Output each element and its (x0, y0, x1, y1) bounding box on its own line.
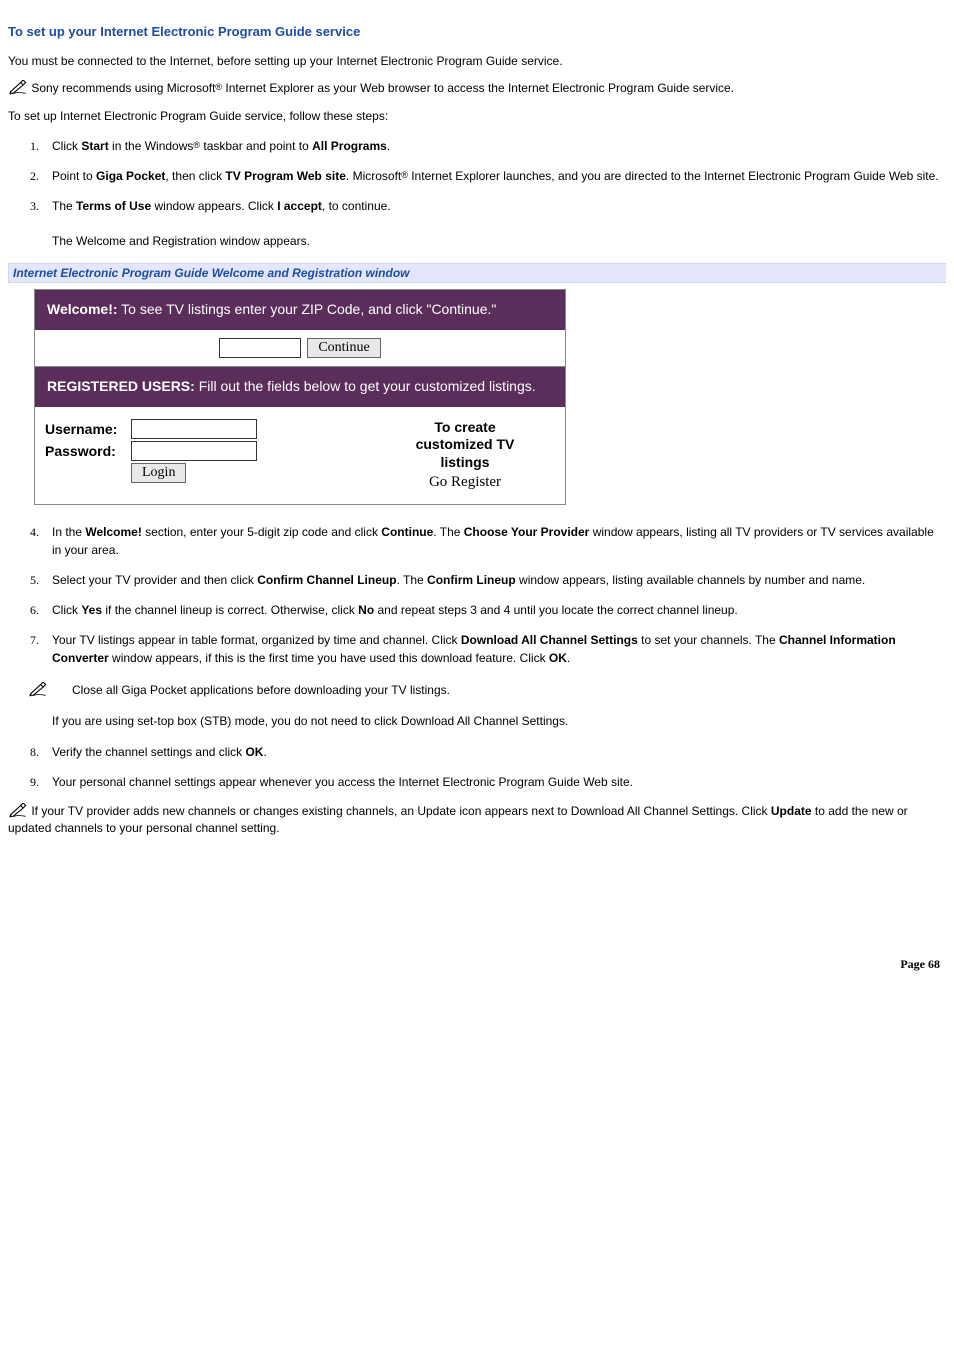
step-4: 4. In the Welcome! section, enter your 5… (52, 523, 946, 559)
username-input[interactable] (131, 419, 257, 439)
steps-list: 1. Click Start in the Windows® taskbar a… (8, 137, 946, 250)
step-5: 5. Select your TV provider and then clic… (52, 571, 946, 589)
step-2: 2. Point to Giga Pocket, then click TV P… (52, 167, 946, 185)
password-input[interactable] (131, 441, 257, 461)
password-label: Password: (45, 443, 131, 459)
note-2b: If you are using set-top box (STB) mode,… (52, 713, 946, 730)
login-form: Username: Password: Login (45, 417, 375, 492)
steps-lead: To set up Internet Electronic Program Gu… (8, 108, 946, 125)
zip-row: Continue (35, 330, 565, 367)
step-3-sub: The Welcome and Registration window appe… (52, 233, 946, 250)
step-3: 3. The Terms of Use window appears. Clic… (52, 197, 946, 250)
pencil-icon (8, 80, 28, 97)
login-button[interactable]: Login (131, 463, 186, 483)
step-8: 8. Verify the channel settings and click… (52, 743, 946, 761)
page-title: To set up your Internet Electronic Progr… (8, 24, 946, 39)
step-7: 7. Your TV listings appear in table form… (52, 631, 946, 667)
step-9: 9. Your personal channel settings appear… (52, 773, 946, 791)
welcome-registration-window: Welcome!: To see TV listings enter your … (34, 289, 566, 506)
continue-button[interactable]: Continue (307, 338, 380, 358)
zip-input[interactable] (219, 338, 301, 358)
go-register-link[interactable]: Go Register (375, 473, 555, 492)
register-promo: To create customized TV listings Go Regi… (375, 417, 555, 492)
login-row: Username: Password: Login To create cust… (35, 407, 565, 504)
pencil-icon (8, 803, 28, 820)
note-2: Close all Giga Pocket applications befor… (8, 681, 946, 699)
intro-paragraph: You must be connected to the Internet, b… (8, 53, 946, 70)
registered-banner: REGISTERED USERS: Fill out the fields be… (35, 367, 565, 407)
figure-caption: Internet Electronic Program Guide Welcom… (8, 263, 946, 283)
pencil-icon (8, 681, 72, 699)
note-3: If your TV provider adds new channels or… (8, 803, 946, 838)
step-1: 1. Click Start in the Windows® taskbar a… (52, 137, 946, 155)
welcome-banner: Welcome!: To see TV listings enter your … (35, 290, 565, 330)
page-footer: Page 68 (8, 957, 940, 972)
steps-list-cont: 4. In the Welcome! section, enter your 5… (8, 523, 946, 667)
note-1: Sony recommends using Microsoft® Interne… (8, 80, 946, 97)
step-6: 6. Click Yes if the channel lineup is co… (52, 601, 946, 619)
username-label: Username: (45, 421, 131, 437)
steps-list-end: 8. Verify the channel settings and click… (8, 743, 946, 791)
